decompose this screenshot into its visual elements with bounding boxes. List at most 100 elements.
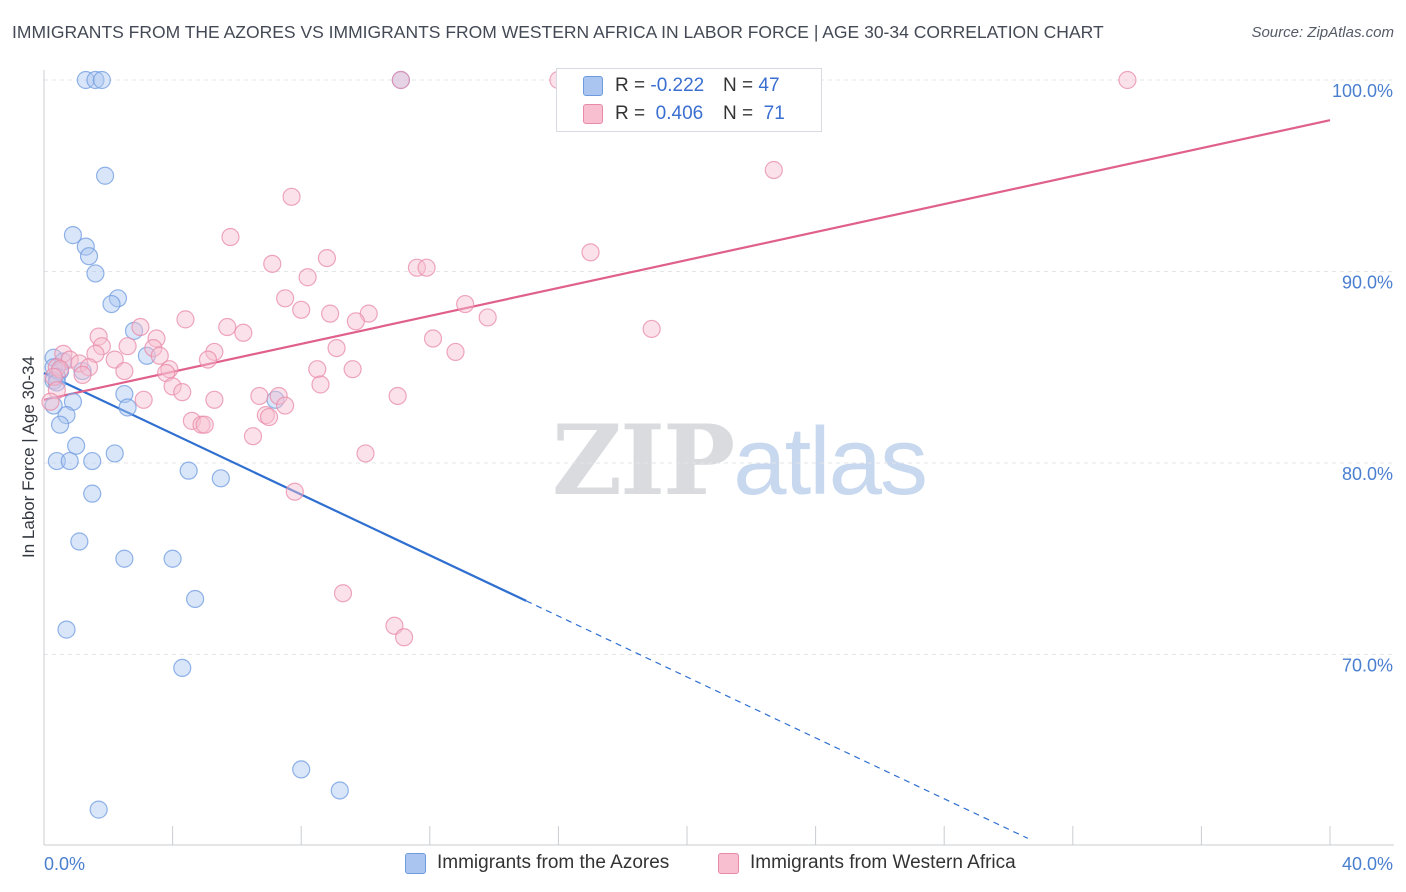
- point-azores: [57, 620, 76, 639]
- point-western-africa: [642, 319, 661, 339]
- point-western-africa: [321, 304, 340, 323]
- watermark-zip: ZIP: [552, 404, 735, 517]
- point-western-africa: [333, 584, 353, 603]
- point-azores: [115, 549, 134, 568]
- point-western-africa: [764, 160, 783, 180]
- legend-r-western-africa: R = 0.406: [615, 103, 723, 125]
- series-swatch-western-africa: [718, 852, 739, 874]
- watermark-atlas: atlas: [733, 408, 928, 515]
- point-western-africa: [388, 386, 407, 406]
- y-tick-label: 80.0%: [1342, 464, 1393, 484]
- point-azores: [186, 589, 205, 609]
- point-azores: [102, 294, 121, 314]
- point-western-africa: [47, 358, 66, 377]
- grid-lines: [44, 79, 1394, 655]
- point-western-africa: [195, 415, 214, 434]
- point-western-africa: [70, 354, 89, 373]
- legend-row-western-africa: R = 0.406 N = 71: [583, 100, 785, 128]
- point-western-africa: [44, 367, 63, 386]
- legend-row-azores: R = -0.222 N = 47: [583, 72, 780, 100]
- point-western-africa: [131, 317, 150, 337]
- trend-line-azores: [43, 372, 527, 602]
- series-legend-azores[interactable]: Immigrants from the Azores: [405, 852, 669, 874]
- legend-n-value: 71: [758, 103, 785, 124]
- point-western-africa: [205, 390, 224, 409]
- legend-n-label: N =: [723, 103, 759, 124]
- chart-title: IMMIGRANTS FROM THE AZORES VS IMMIGRANTS…: [12, 22, 1104, 42]
- point-azores: [67, 436, 86, 455]
- point-western-africa: [176, 310, 195, 329]
- point-western-africa: [394, 628, 414, 647]
- point-azores: [83, 451, 102, 471]
- series-name-western-africa: Immigrants from Western Africa: [750, 852, 1016, 873]
- point-azores: [292, 760, 311, 779]
- legend-n-western-africa: N = 71: [723, 103, 785, 125]
- point-azores: [70, 532, 89, 551]
- legend-r-azores: R = -0.222: [615, 75, 723, 97]
- point-western-africa: [417, 258, 436, 277]
- point-azores: [115, 384, 134, 404]
- point-azores: [47, 373, 66, 392]
- point-azores: [173, 658, 192, 678]
- point-azores: [163, 549, 182, 568]
- point-western-africa: [218, 317, 237, 337]
- point-azores: [105, 444, 124, 463]
- series-western-africa-points: [41, 70, 1137, 647]
- x-tick-label: 0.0%: [44, 854, 85, 874]
- point-western-africa: [327, 339, 346, 358]
- series-name-azores: Immigrants from the Azores: [437, 852, 670, 873]
- x-tick-label: 40.0%: [1342, 854, 1393, 874]
- point-azores: [89, 800, 108, 819]
- point-western-africa: [134, 390, 153, 409]
- point-western-africa: [115, 361, 134, 381]
- legend-r-label: R =: [615, 75, 651, 96]
- point-azores: [118, 398, 137, 417]
- point-western-africa: [250, 386, 269, 406]
- point-western-africa: [317, 248, 337, 268]
- trend-line-western-africa: [43, 119, 1331, 401]
- point-western-africa: [292, 300, 311, 319]
- point-western-africa: [163, 377, 182, 396]
- correlation-legend: R = -0.222 N = 47 R = 0.406 N = 71: [556, 68, 822, 132]
- y-axis-label: In Labor Force | Age 30-34: [19, 356, 38, 558]
- legend-r-value: 0.406: [650, 103, 704, 124]
- point-western-africa: [343, 360, 362, 379]
- point-western-africa: [391, 70, 410, 90]
- legend-n-azores: N = 47: [723, 75, 780, 97]
- point-western-africa: [263, 254, 282, 273]
- legend-swatch-azores: [583, 76, 603, 96]
- point-western-africa: [456, 294, 475, 314]
- point-western-africa: [407, 258, 427, 277]
- point-western-africa: [276, 289, 295, 308]
- point-western-africa: [346, 312, 365, 331]
- point-azores: [76, 237, 95, 256]
- point-azores: [83, 484, 102, 503]
- point-western-africa: [73, 365, 92, 385]
- point-azores: [79, 247, 99, 266]
- point-western-africa: [276, 396, 295, 415]
- point-azores: [44, 371, 63, 390]
- point-western-africa: [308, 360, 327, 379]
- point-western-africa: [221, 227, 240, 247]
- point-azores: [86, 264, 105, 283]
- point-western-africa: [269, 386, 288, 406]
- point-western-africa: [173, 383, 192, 402]
- point-azores: [211, 469, 230, 488]
- point-western-africa: [423, 329, 443, 348]
- point-azores: [330, 781, 349, 800]
- point-western-africa: [234, 323, 253, 342]
- point-azores: [92, 70, 111, 90]
- series-legend: Immigrants from the Azores Immigrants fr…: [0, 852, 1406, 878]
- point-western-africa: [243, 427, 263, 446]
- point-western-africa: [150, 346, 169, 365]
- point-western-africa: [47, 381, 66, 400]
- y-tick-label: 100.0%: [1332, 81, 1393, 101]
- point-western-africa: [118, 337, 137, 356]
- point-western-africa: [147, 329, 166, 348]
- legend-n-value: 47: [758, 75, 780, 96]
- point-western-africa: [478, 308, 497, 327]
- point-western-africa: [41, 392, 60, 411]
- point-western-africa: [256, 406, 275, 425]
- series-legend-western-africa[interactable]: Immigrants from Western Africa: [718, 852, 1016, 874]
